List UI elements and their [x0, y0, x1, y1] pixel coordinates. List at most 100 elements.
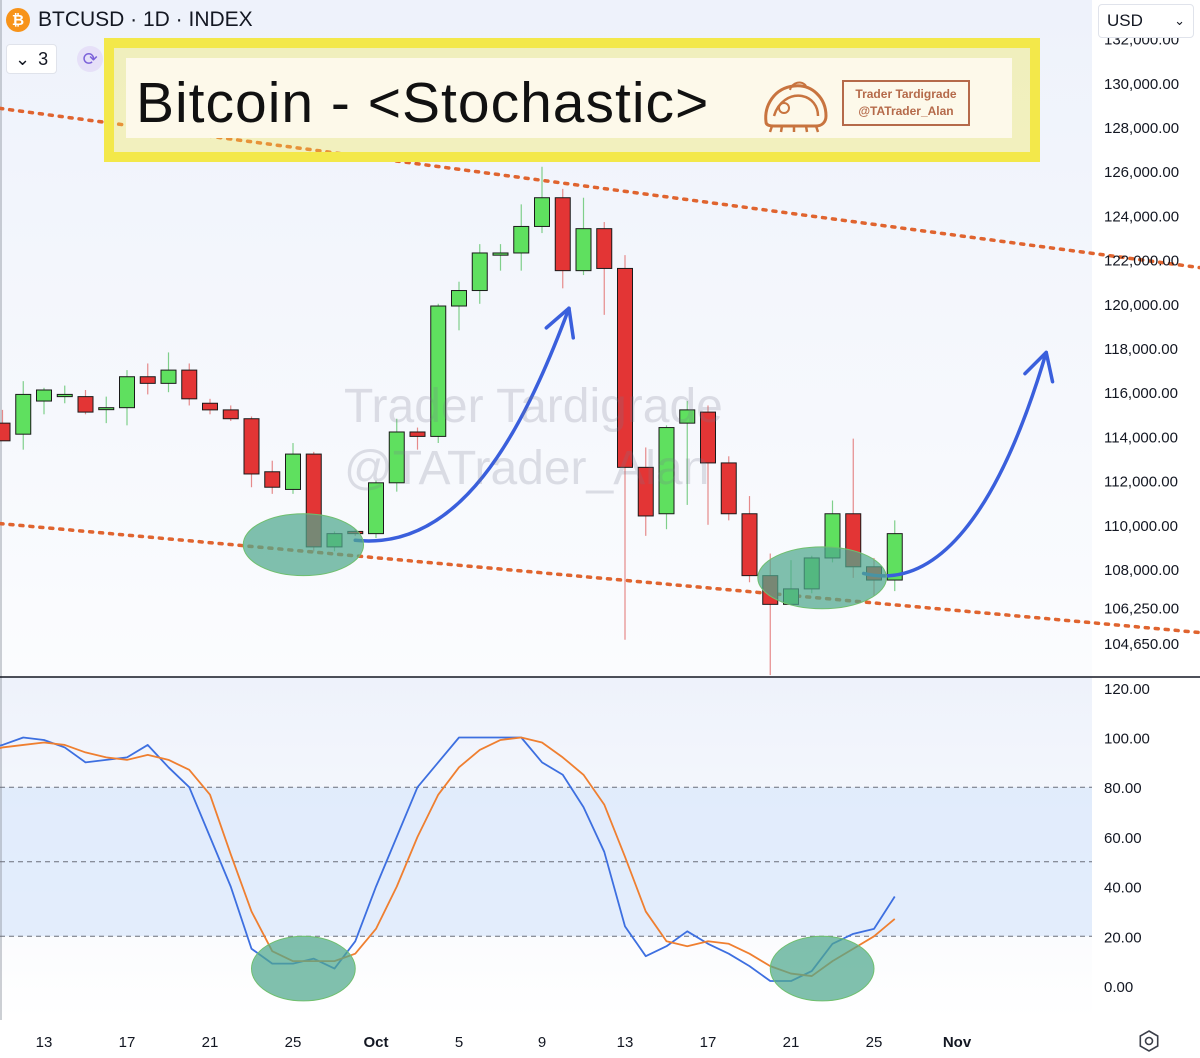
tardigrade-logo-icon — [764, 81, 828, 133]
time-tick-label: 21 — [783, 1034, 800, 1051]
stoch-k-line[interactable] — [0, 736, 896, 982]
candle-body — [181, 369, 198, 400]
projection-arrow[interactable] — [353, 306, 576, 543]
candle[interactable] — [181, 363, 198, 406]
candle[interactable] — [596, 222, 613, 315]
time-tick-label: 9 — [538, 1034, 546, 1051]
time-tick-label: 5 — [455, 1034, 463, 1051]
candle-body — [617, 267, 633, 468]
stoch-tick-label: 0.00 — [1104, 979, 1133, 996]
stoch-highlight-ellipse[interactable] — [769, 935, 875, 1002]
collapse-indicators-button[interactable]: ⌄ 3 — [6, 44, 58, 74]
badge-line1: Trader Tardigrade — [855, 87, 957, 101]
candle-body — [285, 453, 301, 490]
candle-body — [700, 411, 716, 464]
watermark: Trader Tardigrade @TATrader_Alan — [344, 376, 723, 500]
candle-body — [513, 225, 530, 254]
currency-label: USD — [1107, 11, 1143, 30]
refresh-icon[interactable]: ⟳ — [77, 46, 104, 72]
candle[interactable] — [741, 496, 758, 583]
channel-lower-line[interactable] — [0, 518, 1200, 635]
candle[interactable] — [243, 416, 260, 488]
symbol-header[interactable]: ₿ BTCUSD · 1D · INDEX — [6, 6, 253, 34]
currency-select[interactable]: USD ⌄ — [1098, 4, 1194, 38]
title-banner: Bitcoin - <Stochastic> Trader Tardigrade… — [104, 38, 1040, 162]
price-tick-label: 112,000.00 — [1104, 474, 1178, 491]
projection-arrow[interactable] — [861, 350, 1055, 578]
time-tick-label: 21 — [202, 1034, 219, 1051]
author-badge: Trader Tardigrade @TATrader_Alan — [842, 80, 970, 126]
price-highlights — [242, 513, 887, 610]
candle-body — [368, 482, 384, 535]
stoch-d-line[interactable] — [0, 736, 896, 977]
candle[interactable] — [700, 405, 716, 525]
candle[interactable] — [617, 255, 633, 640]
time-tick-label: 13 — [36, 1034, 53, 1051]
candle-body — [886, 533, 903, 581]
time-tick-label: 13 — [617, 1034, 634, 1051]
watermark-line2: @TATrader_Alan — [344, 442, 710, 495]
price-tick-label: 122,000.00 — [1104, 253, 1179, 270]
price-tick-label: 120,000.00 — [1104, 297, 1179, 314]
candle-body — [471, 252, 488, 292]
candle[interactable] — [119, 370, 135, 426]
candle[interactable] — [388, 418, 405, 492]
projection-arrows — [353, 306, 1055, 578]
candle[interactable] — [15, 381, 32, 450]
time-axis: 13 17 21 25 Oct 5 9 13 17 21 25 Nov — [36, 1034, 972, 1051]
candle[interactable] — [264, 460, 281, 494]
chevron-down-icon: ⌄ — [15, 48, 31, 69]
chart-title: Bitcoin - <Stochastic> — [136, 71, 710, 135]
stoch-levels — [0, 786, 1092, 937]
price-tick-label: 124,000.00 — [1104, 208, 1179, 225]
candle[interactable] — [160, 352, 177, 393]
candle[interactable] — [637, 447, 654, 536]
candle[interactable] — [77, 389, 94, 415]
candle[interactable] — [451, 281, 467, 331]
candle[interactable] — [368, 480, 384, 539]
candle[interactable] — [492, 244, 509, 271]
price-tick-label: 128,000.00 — [1104, 120, 1179, 137]
stoch-lines — [0, 736, 896, 982]
candle-body — [741, 513, 758, 577]
candle[interactable] — [886, 520, 903, 592]
candle[interactable] — [0, 409, 11, 442]
candle[interactable] — [36, 387, 52, 415]
price-tick-label: 130,000.00 — [1104, 76, 1179, 93]
candle[interactable] — [202, 398, 218, 415]
badge-line2: @TATrader_Alan — [858, 104, 954, 118]
candle[interactable] — [720, 456, 737, 521]
candle[interactable] — [285, 443, 301, 494]
arrow-path — [861, 350, 1048, 578]
candle-body — [658, 427, 675, 515]
candle[interactable] — [513, 204, 530, 271]
candle[interactable] — [409, 427, 426, 450]
candle-body — [575, 228, 592, 272]
candle-body — [430, 305, 447, 437]
candle-body — [119, 376, 135, 409]
arrow-head — [1023, 350, 1055, 384]
stoch-highlight-ellipse[interactable] — [251, 935, 356, 1002]
candle[interactable] — [471, 244, 488, 304]
candle[interactable] — [98, 396, 115, 424]
candle[interactable] — [534, 166, 550, 234]
indicator-toolbar: ⌄ 3 ⟳ — [6, 44, 104, 74]
candle[interactable] — [658, 425, 675, 530]
candle[interactable] — [575, 197, 592, 276]
candle-body — [77, 396, 94, 413]
candle[interactable] — [139, 363, 156, 395]
candle[interactable] — [554, 188, 571, 289]
price-highlight-ellipse[interactable] — [242, 513, 365, 577]
price-tick-label: 104,650.00 — [1104, 636, 1179, 653]
settings-icon[interactable] — [1139, 1030, 1159, 1052]
candle-body — [388, 431, 405, 484]
price-highlight-ellipse[interactable] — [757, 546, 887, 610]
candle[interactable] — [679, 401, 696, 505]
candle-body — [534, 197, 550, 227]
candle[interactable] — [222, 405, 239, 421]
candle[interactable] — [430, 303, 447, 444]
time-tick-label: 25 — [866, 1034, 883, 1051]
stoch-axis: 120.00 100.00 80.00 60.00 40.00 20.00 0.00 — [1104, 681, 1150, 996]
candle-body — [409, 431, 426, 437]
candle[interactable] — [56, 385, 73, 404]
